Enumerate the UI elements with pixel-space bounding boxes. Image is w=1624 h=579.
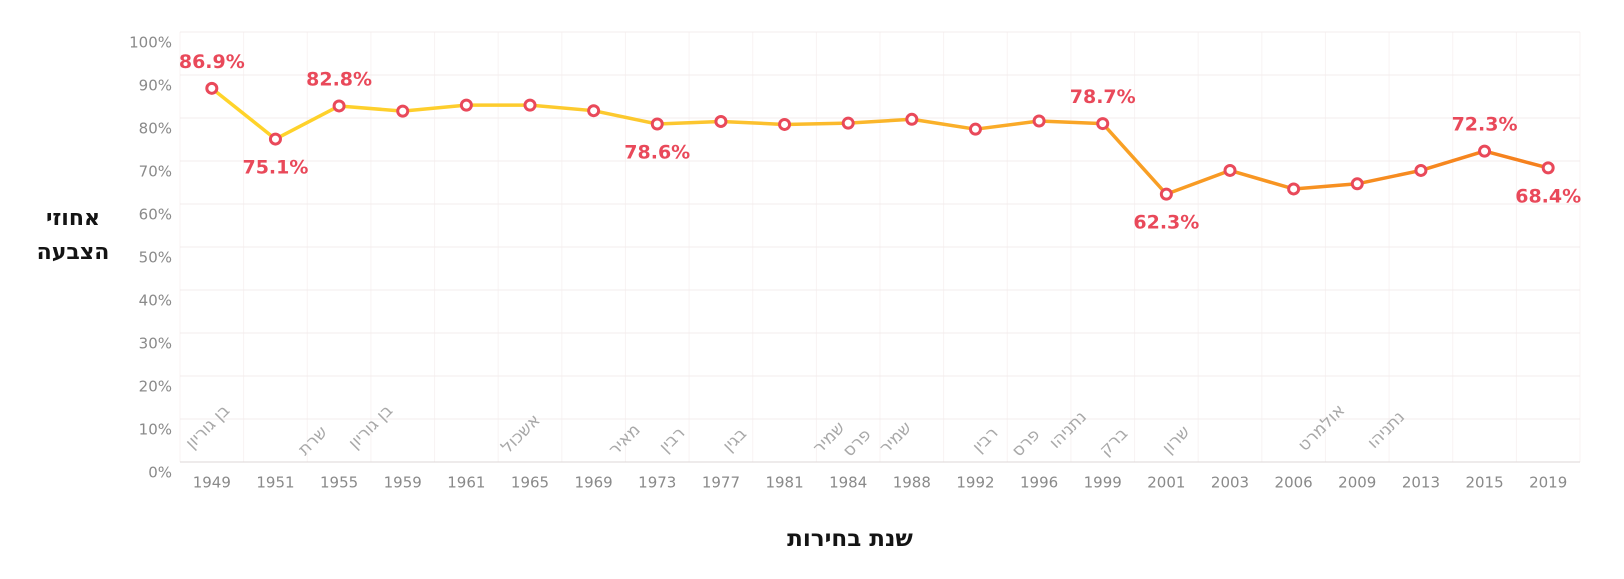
- pm-annotation-label: נתניהו: [1045, 407, 1090, 452]
- data-point-marker[interactable]: [587, 104, 601, 118]
- pm-annotation-label: שרון: [1158, 422, 1194, 458]
- data-point-marker[interactable]: [1032, 114, 1046, 128]
- x-tick-label: 2009: [1338, 474, 1376, 492]
- data-point-marker[interactable]: [1287, 182, 1301, 196]
- pm-annotation-label: רבין: [969, 423, 1003, 457]
- data-point-marker[interactable]: [905, 112, 919, 126]
- data-point-marker[interactable]: [459, 98, 473, 112]
- y-axis-title-line2: הצבעה: [36, 240, 110, 265]
- point-value-label: 78.6%: [624, 142, 690, 164]
- x-tick-label: 1959: [384, 474, 422, 492]
- x-tick-label: 2013: [1402, 474, 1440, 492]
- pm-annotation-label: מאיר: [605, 420, 645, 460]
- x-tick-label: 1996: [1020, 474, 1058, 492]
- x-tick-label: 2003: [1211, 474, 1249, 492]
- x-tick-label: 1988: [893, 474, 931, 492]
- x-tick-label: 1981: [765, 474, 803, 492]
- pm-annotation-label: שמיר: [876, 418, 916, 458]
- y-tick-label: 30%: [139, 335, 172, 353]
- x-tick-label: 1984: [829, 474, 867, 492]
- data-point-marker[interactable]: [1414, 163, 1428, 177]
- data-point-marker[interactable]: [841, 116, 855, 130]
- data-point-marker[interactable]: [1350, 177, 1364, 191]
- turnout-trend-line: [210, 86, 1550, 196]
- x-tick-label: 2006: [1275, 474, 1313, 492]
- pm-annotation-label: שרת: [294, 422, 331, 459]
- y-tick-label: 0%: [148, 464, 172, 482]
- data-point-marker[interactable]: [396, 104, 410, 118]
- y-tick-label: 90%: [139, 77, 172, 95]
- x-tick-label: 1951: [256, 474, 294, 492]
- pm-annotation-label: פרס: [1008, 425, 1044, 461]
- x-tick-label: 1961: [447, 474, 485, 492]
- data-point-marker[interactable]: [1478, 144, 1492, 158]
- data-point-marker[interactable]: [1159, 187, 1173, 201]
- y-tick-label: 50%: [139, 249, 172, 267]
- x-tick-label: 1969: [575, 474, 613, 492]
- x-tick-label: 1955: [320, 474, 358, 492]
- data-point-marker[interactable]: [523, 98, 537, 112]
- y-tick-label: 60%: [139, 206, 172, 224]
- data-point-marker[interactable]: [1541, 161, 1555, 175]
- data-point-marker[interactable]: [778, 117, 792, 131]
- pm-annotation-label: רבין: [655, 423, 689, 457]
- x-tick-label: 1973: [638, 474, 676, 492]
- x-tick-label: 1977: [702, 474, 740, 492]
- pm-annotation-label: בן גוריון: [182, 401, 235, 454]
- x-tick-label: 1999: [1084, 474, 1122, 492]
- x-tick-label: 1949: [193, 474, 231, 492]
- point-value-label: 68.4%: [1515, 185, 1581, 207]
- y-tick-label: 70%: [139, 163, 172, 181]
- y-tick-label: 40%: [139, 292, 172, 310]
- x-tick-label: 2015: [1465, 474, 1503, 492]
- point-value-label: 62.3%: [1133, 212, 1199, 234]
- data-point-marker[interactable]: [650, 117, 664, 131]
- data-point-marker[interactable]: [332, 99, 346, 113]
- point-value-label: 78.7%: [1070, 86, 1136, 108]
- pm-annotation-label: נתניהו: [1364, 407, 1409, 452]
- y-tick-label: 100%: [129, 34, 172, 52]
- point-value-label: 75.1%: [242, 157, 308, 179]
- x-tick-label: 1992: [956, 474, 994, 492]
- y-tick-label: 10%: [139, 421, 172, 439]
- data-point-marker[interactable]: [205, 81, 219, 95]
- y-axis-title-line1: אחוזי: [46, 206, 100, 231]
- data-point-marker[interactable]: [268, 132, 282, 146]
- y-tick-label: 20%: [139, 378, 172, 396]
- x-tick-label: 2001: [1147, 474, 1185, 492]
- x-axis-title: שנת בחירות: [787, 526, 913, 552]
- point-value-label: 86.9%: [179, 51, 245, 73]
- x-tick-label: 2019: [1529, 474, 1567, 492]
- x-tick-label: 1965: [511, 474, 549, 492]
- y-axis-title: אחוזי הצבעה: [18, 202, 128, 270]
- data-point-marker[interactable]: [1096, 117, 1110, 131]
- data-point-marker[interactable]: [968, 122, 982, 136]
- data-point-marker[interactable]: [714, 114, 728, 128]
- data-point-marker[interactable]: [1223, 163, 1237, 177]
- point-value-label: 72.3%: [1452, 114, 1518, 136]
- pm-annotation-label: בגין: [719, 424, 751, 456]
- pm-annotation-label: ברק: [1096, 424, 1133, 461]
- y-tick-label: 80%: [139, 120, 172, 138]
- pm-annotation-label: אשכול: [497, 410, 544, 457]
- pm-annotation-label: אולמרט: [1294, 400, 1349, 455]
- point-value-label: 82.8%: [306, 68, 372, 90]
